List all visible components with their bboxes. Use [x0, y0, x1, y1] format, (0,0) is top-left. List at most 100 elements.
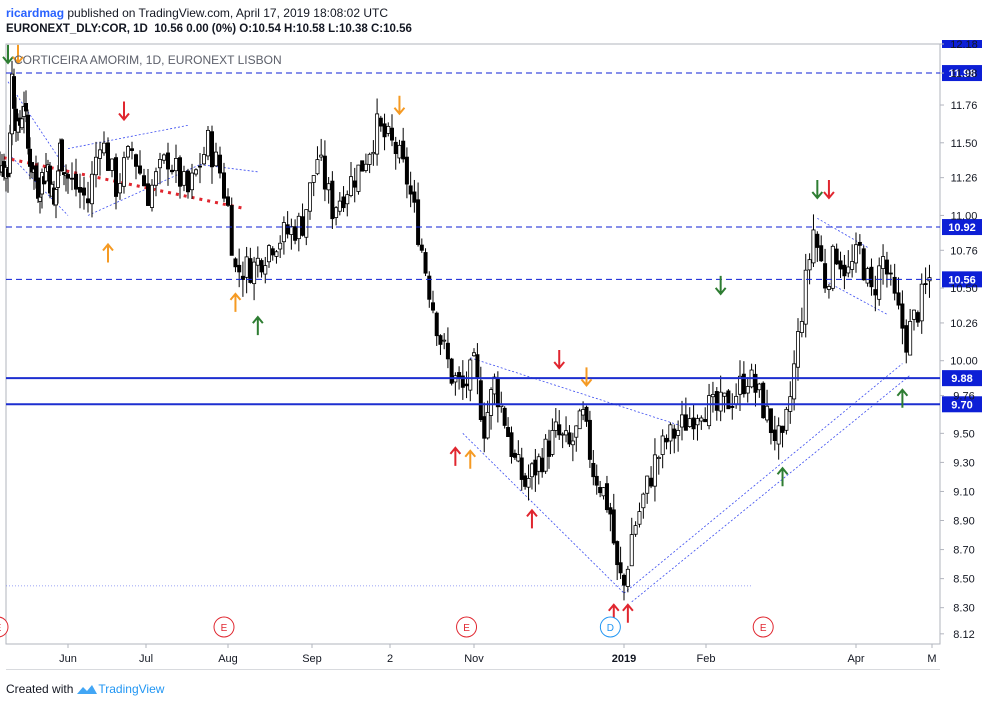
candle-body[interactable] [908, 321, 913, 356]
candle-body[interactable] [217, 154, 222, 174]
candle-body[interactable] [757, 383, 762, 391]
candle-body[interactable] [495, 378, 500, 408]
candle-body[interactable] [110, 158, 115, 171]
candle-body[interactable] [838, 260, 843, 270]
candle-body[interactable] [229, 205, 234, 256]
candle-body[interactable] [11, 76, 16, 109]
trendline-wedge-top[interactable] [470, 357, 683, 427]
candle-body[interactable] [533, 459, 538, 476]
candle-body[interactable] [772, 429, 777, 442]
candle-body[interactable] [126, 146, 131, 158]
candle-body[interactable] [371, 151, 376, 155]
candle-body[interactable] [363, 163, 368, 171]
candle-body[interactable] [726, 390, 731, 410]
candle-body[interactable] [237, 264, 242, 273]
chart-area[interactable]: 11.98 10.92 10.56 9.88 9.70 12.18 11.98 11.76 1… [0, 39, 992, 671]
candle-body[interactable] [884, 259, 889, 275]
candle-body[interactable] [611, 509, 616, 544]
candle-body[interactable] [427, 275, 432, 300]
candle-body[interactable] [382, 123, 387, 138]
candle-body[interactable] [74, 173, 79, 190]
candle-body[interactable] [803, 269, 808, 325]
candle-body[interactable] [60, 139, 65, 172]
candle-body[interactable] [807, 259, 812, 271]
candle-body[interactable] [660, 435, 665, 455]
candle-body[interactable] [334, 207, 339, 218]
candle-body[interactable] [98, 149, 103, 159]
candle-body[interactable] [857, 241, 862, 246]
candle-body[interactable] [594, 475, 599, 486]
candle-body[interactable] [348, 176, 353, 196]
candle-body[interactable] [270, 248, 275, 256]
triangle-upper[interactable] [67, 124, 189, 149]
candle-body[interactable] [442, 339, 447, 342]
earnings-marker[interactable] [213, 616, 235, 638]
candle-body[interactable] [547, 440, 552, 457]
candle-body[interactable] [300, 216, 305, 236]
candle-body[interactable] [881, 256, 886, 269]
candle-body[interactable] [475, 354, 480, 379]
candle-body[interactable] [900, 303, 905, 329]
candle-body[interactable] [877, 265, 882, 300]
candle-body[interactable] [445, 342, 450, 360]
candle-body[interactable] [378, 117, 383, 127]
candle-body[interactable] [506, 427, 511, 438]
candle-body[interactable] [225, 196, 230, 206]
candle-body[interactable] [416, 199, 421, 245]
candle-body[interactable] [687, 418, 692, 427]
candle-body[interactable] [419, 244, 424, 251]
candle-body[interactable] [695, 418, 700, 426]
candle-body[interactable] [201, 154, 206, 165]
candle-body[interactable] [526, 478, 531, 488]
candle-body[interactable] [248, 258, 253, 283]
candle-body[interactable] [615, 541, 620, 566]
candle-body[interactable] [244, 256, 249, 278]
candle-body[interactable] [122, 157, 127, 187]
candle-body[interactable] [923, 283, 928, 285]
candle-body[interactable] [326, 183, 331, 191]
candle-body[interactable] [799, 321, 804, 333]
trendline-rising-1[interactable] [623, 363, 903, 594]
candle-body[interactable] [834, 248, 839, 265]
candle-body[interactable] [536, 456, 541, 472]
candle-body[interactable] [193, 169, 198, 175]
candle-body[interactable] [205, 129, 210, 157]
candle-body[interactable] [792, 363, 797, 400]
candle-body[interactable] [375, 113, 380, 155]
candle-body[interactable] [19, 118, 24, 129]
candle-body[interactable] [330, 180, 335, 220]
candle-body[interactable] [149, 184, 154, 208]
earnings-marker[interactable] [0, 616, 9, 638]
candle-body[interactable] [304, 209, 309, 238]
candle-body[interactable] [177, 157, 182, 187]
candle-body[interactable] [873, 289, 878, 296]
candle-body[interactable] [550, 430, 555, 455]
candle-body[interactable] [680, 414, 685, 428]
candle-body[interactable] [145, 183, 150, 206]
candle-body[interactable] [173, 158, 178, 172]
candle-body[interactable] [106, 142, 111, 171]
candle-body[interactable] [625, 568, 630, 587]
candle-body[interactable] [54, 189, 59, 206]
candle-body[interactable] [86, 198, 91, 204]
candle-body[interactable] [707, 395, 712, 427]
candle-body[interactable] [581, 409, 586, 416]
candle-body[interactable] [811, 229, 816, 264]
candle-body[interactable] [408, 185, 413, 195]
candle-body[interactable] [714, 391, 719, 411]
candle-body[interactable] [153, 171, 158, 186]
candle-body[interactable] [591, 462, 596, 478]
candle-body[interactable] [141, 175, 146, 187]
candle-body[interactable] [761, 382, 766, 419]
candle-body[interactable] [360, 160, 365, 172]
candle-body[interactable] [278, 242, 283, 250]
candle-body[interactable] [656, 456, 661, 460]
candle-body[interactable] [519, 457, 524, 480]
candle-body[interactable] [38, 196, 43, 202]
candle-body[interactable] [157, 159, 162, 169]
candle-body[interactable] [672, 428, 677, 439]
candle-body[interactable] [489, 389, 494, 416]
candle-body[interactable] [118, 183, 123, 194]
candle-body[interactable] [213, 151, 218, 167]
candle-body[interactable] [618, 562, 623, 574]
